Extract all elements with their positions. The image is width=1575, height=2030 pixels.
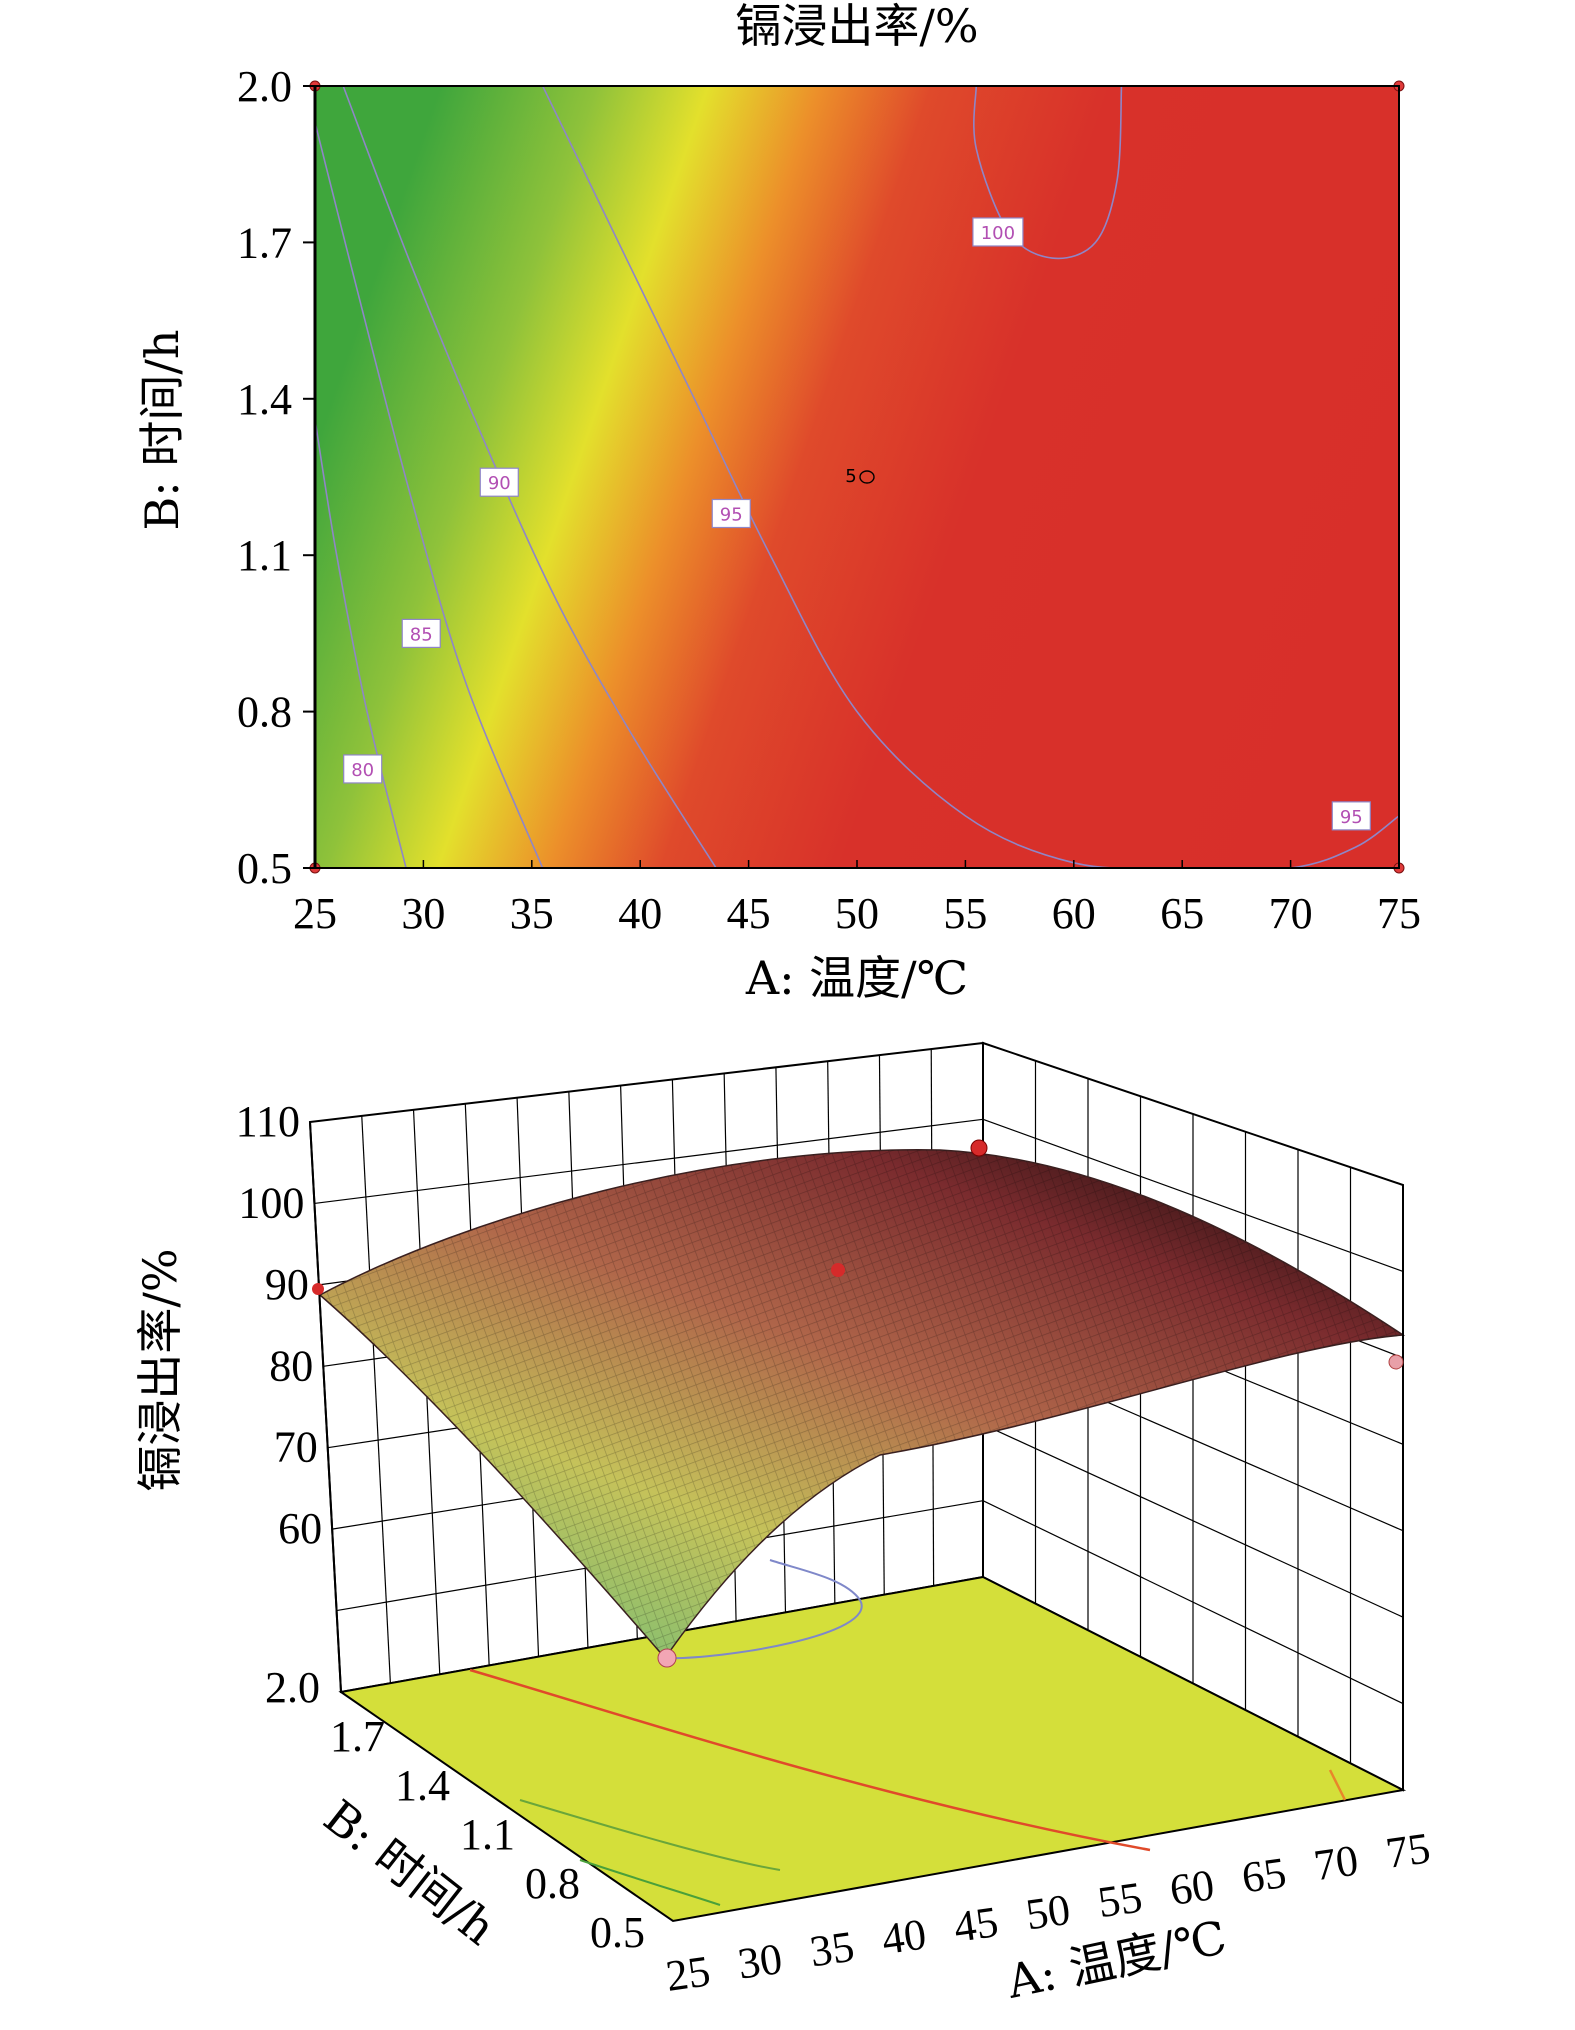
x-tick-label: 35 [510, 889, 554, 938]
surface-point-bottom [657, 1648, 677, 1668]
contour-y-ticks: 0.5 0.8 1.1 1.4 1.7 2.0 [237, 62, 315, 893]
surface-point-right [1388, 1354, 1404, 1370]
x-tick-label: 75 [1377, 889, 1421, 938]
contour-chart: 镉浸出率/% 80 85 90 95 95 100 5 25 30 35 40 45 50 55 60 65… [135, 0, 1421, 1005]
floor-contour-green-2 [579, 1859, 721, 1906]
surface-y-ticks: 0.50.81.11.41.72.0 [265, 1663, 645, 1957]
surface-x-tick-label: 30 [735, 1934, 785, 1989]
contour-x-axis-label: A: 温度/℃ [745, 951, 968, 1005]
svg-text:85: 85 [410, 624, 433, 645]
surface-y-tick-label: 0.5 [590, 1908, 645, 1957]
contour-label-95-b: 95 [1331, 801, 1371, 831]
svg-text:95: 95 [1340, 807, 1363, 828]
x-tick-label: 40 [618, 889, 662, 938]
svg-text:5: 5 [845, 466, 856, 487]
surface-x-tick-label: 25 [663, 1946, 713, 2001]
contour-y-axis-label: B: 时间/h [135, 329, 189, 530]
surface-y-tick-label: 0.8 [525, 1859, 580, 1908]
x-tick-label: 50 [835, 889, 879, 938]
surface-x-tick-label: 65 [1239, 1848, 1289, 1903]
wall-grid-line [314, 1118, 984, 1205]
contour-line-80 [315, 419, 407, 868]
floor-contour-green-1 [519, 1799, 781, 1871]
surface-y-tick-label: 2.0 [265, 1663, 320, 1712]
x-tick-label: 25 [293, 889, 337, 938]
contour-label-95: 95 [711, 498, 751, 529]
contour-line-100 [973, 86, 1123, 260]
surface-x-tick-label: 40 [879, 1909, 929, 1964]
y-tick-label: 0.5 [237, 844, 292, 893]
x-tick-label: 30 [401, 889, 445, 938]
surface-z-axis-label: 镉浸出率/% [133, 1248, 187, 1491]
front-left-edge [309, 1121, 342, 1693]
contour-labels: 80 85 90 95 95 100 5 [343, 217, 1371, 831]
contour-label-85: 85 [401, 618, 441, 649]
floor-contour-orange [1328, 1769, 1347, 1801]
center-point: 5 [845, 466, 875, 487]
surface-chart: 110 100 90 80 70 60 25 30 35 40 45 50 55 60 65 70 75 0.… [133, 1041, 1433, 2009]
z-tick-label: 60 [278, 1504, 322, 1553]
contour-line-85 [315, 122, 544, 868]
surface-y-tick-label: 1.7 [330, 1712, 385, 1761]
surface-x-tick-label: 55 [1095, 1873, 1145, 1928]
y-tick-label: 1.1 [237, 531, 292, 580]
x-tick-label: 45 [727, 889, 771, 938]
surface-x-tick-label: 45 [951, 1897, 1001, 1952]
surface-x-ticks: 25 30 35 40 45 50 55 60 65 70 75 [663, 1823, 1433, 2001]
contour-lines [315, 86, 1399, 868]
surface-x-tick-label: 50 [1023, 1885, 1073, 1940]
surface-x-tick-label: 75 [1383, 1823, 1433, 1878]
y-tick-label: 1.7 [237, 218, 292, 267]
wall-grid-line [361, 1115, 391, 1684]
svg-text:90: 90 [488, 473, 511, 494]
svg-text:80: 80 [351, 760, 374, 781]
y-tick-label: 2.0 [237, 62, 292, 111]
surface-x-tick-label: 35 [807, 1922, 857, 1977]
x-tick-label: 65 [1160, 889, 1204, 938]
contour-label-90: 90 [479, 467, 519, 497]
floor-contour-red [469, 1668, 1151, 1852]
contour-label-100: 100 [972, 217, 1024, 247]
z-tick-label: 100 [238, 1178, 304, 1227]
y-tick-label: 0.8 [237, 688, 292, 737]
z-tick-label: 70 [274, 1423, 318, 1472]
surface-point-top [970, 1139, 988, 1157]
surface-z-ticks: 110 100 90 80 70 60 [236, 1097, 323, 1553]
x-tick-label: 60 [1052, 889, 1096, 938]
surface-y-tick-label: 1.4 [395, 1761, 450, 1810]
contour-label-80: 80 [343, 754, 383, 784]
contour-heatmap [315, 86, 1399, 868]
contour-x-ticks: 25 30 35 40 45 50 55 60 65 70 75 [293, 860, 1421, 938]
surface-x-tick-label: 70 [1311, 1836, 1361, 1891]
z-tick-label: 80 [269, 1341, 313, 1390]
surface-x-tick-label: 60 [1167, 1860, 1217, 1915]
z-tick-label: 110 [236, 1097, 300, 1146]
x-tick-label: 55 [943, 889, 987, 938]
response-surface-mesh [320, 1149, 1403, 1658]
x-tick-label: 70 [1269, 889, 1313, 938]
surface-point-left [312, 1283, 324, 1295]
z-tick-label: 90 [265, 1260, 309, 1309]
surface-y-tick-label: 1.1 [460, 1810, 515, 1859]
contour-chart-title: 镉浸出率/% [735, 0, 978, 53]
contour-line-95 [541, 86, 1399, 868]
svg-text:95: 95 [720, 504, 743, 525]
surface-point-center [831, 1263, 845, 1277]
svg-text:100: 100 [981, 223, 1015, 244]
contour-line-90 [342, 86, 717, 868]
floor-contour-blue [664, 1559, 863, 1660]
y-tick-label: 1.4 [237, 375, 292, 424]
